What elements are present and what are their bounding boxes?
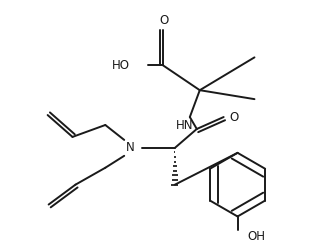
- Text: O: O: [159, 14, 169, 27]
- Text: HN: HN: [176, 120, 194, 132]
- Text: N: N: [126, 141, 134, 154]
- Text: OH: OH: [247, 230, 265, 243]
- Text: O: O: [229, 111, 238, 124]
- Text: HO: HO: [112, 59, 130, 72]
